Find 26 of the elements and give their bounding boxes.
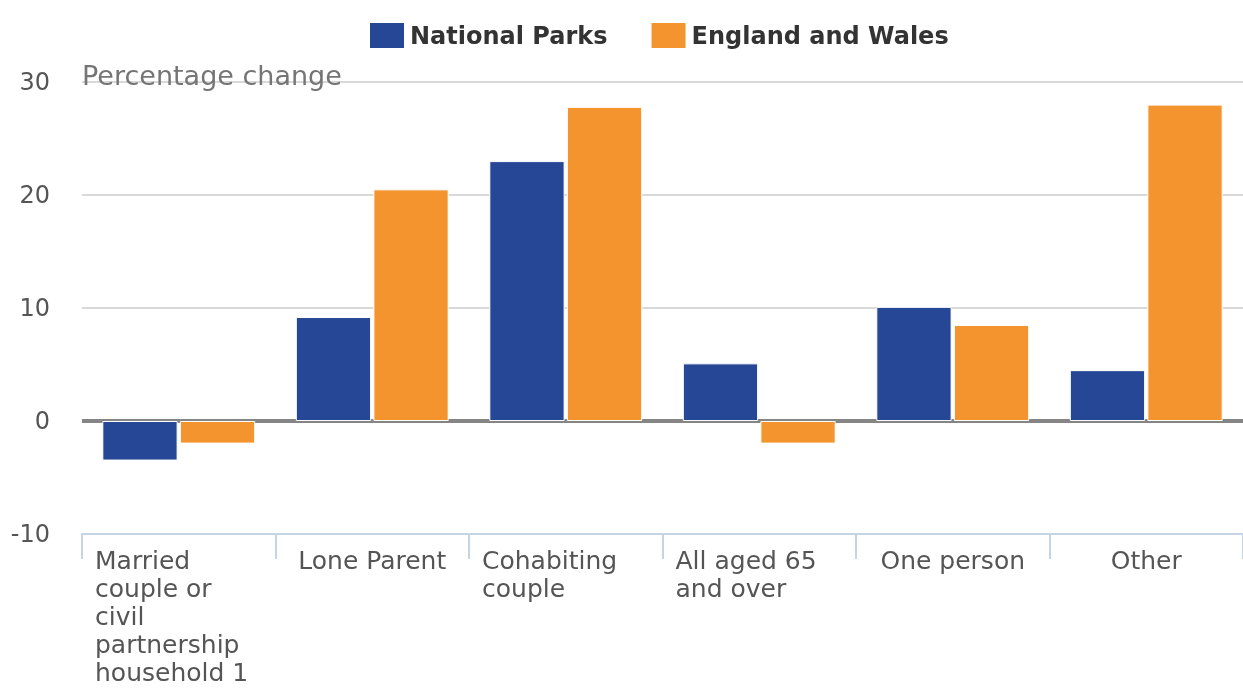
bar bbox=[489, 161, 565, 421]
bar bbox=[566, 106, 643, 421]
y-tick-label: 20 bbox=[19, 181, 50, 209]
y-tick-label: -10 bbox=[10, 520, 50, 548]
x-tick-label: One person bbox=[880, 545, 1026, 575]
bar bbox=[1069, 370, 1146, 421]
y-tick-label: 10 bbox=[19, 294, 50, 322]
legend-label: England and Wales bbox=[691, 21, 949, 50]
y-tick-label: 0 bbox=[34, 407, 50, 435]
y-axis-title: Percentage change bbox=[82, 60, 342, 91]
bar bbox=[1147, 104, 1223, 421]
bar bbox=[760, 421, 836, 444]
x-tick-label: Married couple or civil partnership household 1 bbox=[95, 545, 249, 687]
bar bbox=[179, 421, 256, 444]
x-tick-label: All aged 65 and over bbox=[675, 545, 825, 603]
bar bbox=[373, 189, 449, 421]
bar bbox=[953, 324, 1030, 421]
legend-label: National Parks bbox=[410, 21, 608, 50]
x-tick-label: Lone Parent bbox=[298, 545, 447, 575]
x-tick-label: Cohabiting couple bbox=[482, 545, 626, 603]
x-tick-label: Other bbox=[1110, 545, 1183, 575]
bar bbox=[102, 421, 178, 461]
bar bbox=[295, 317, 372, 421]
y-tick-label: 30 bbox=[19, 68, 50, 96]
bar bbox=[876, 306, 952, 421]
bar bbox=[682, 363, 759, 421]
